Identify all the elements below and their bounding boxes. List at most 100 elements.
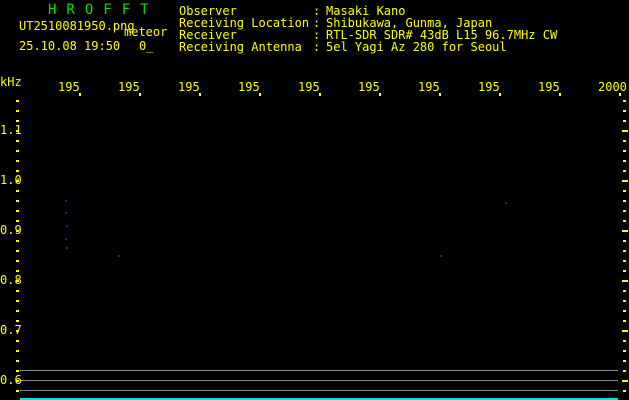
x-tick-label: 195 [538,80,560,94]
y-tick-left [16,270,19,272]
x-tick [199,93,201,96]
info-value: Shibukawa, Gunma, Japan [326,16,493,30]
y-tick-left [16,330,19,332]
signal-dot [505,202,507,204]
y-tick-left [16,110,19,112]
info-separator: : [313,28,321,42]
y-tick-right [623,200,626,202]
signal-dot [440,255,442,257]
info-separator: : [313,16,321,30]
baseline [20,398,618,400]
x-tick-label: 195 [58,80,80,94]
y-tick-left [16,180,19,182]
x-tick [79,93,81,96]
x-tick-label: 195 [238,80,260,94]
grid-line [20,380,618,381]
y-tick-left [16,170,19,172]
signal-dot [65,200,67,202]
x-tick [139,93,141,96]
y-tick-label: 1.0 [0,173,22,187]
y-tick-right [623,220,626,222]
y-tick-right [623,330,626,332]
y-tick-left [16,210,19,212]
y-tick-right [623,110,626,112]
file-name: UT2510081950.png [19,19,135,33]
y-tick-right [623,130,626,132]
x-tick [439,93,441,96]
y-tick-left [16,280,19,282]
signal-dot [66,225,68,227]
y-tick-left [16,120,19,122]
y-tick-left [16,240,19,242]
y-tick-left [16,320,19,322]
y-tick-right [623,210,626,212]
y-tick-label: 1.1 [0,123,22,137]
x-tick-label: 195 [298,80,320,94]
x-tick [259,93,261,96]
datetime: 25.10.08 19:50 [19,39,121,53]
signal-dot [65,212,67,214]
y-tick-right [623,280,626,282]
y-tick-label: 0.6 [0,373,22,387]
y-tick-right [623,150,626,152]
y-tick-left [16,340,19,342]
y-tick-right [623,250,626,252]
info-label: Receiving Location [179,16,310,30]
y-tick-right [623,380,626,382]
x-tick [499,93,501,96]
y-tick-left [16,310,19,312]
signal-dot [66,247,68,249]
y-tick-right [623,170,626,172]
x-tick-label: 195 [358,80,380,94]
y-tick-label: 0.9 [0,223,22,237]
y-tick-left [16,390,19,392]
x-tick-label: 195 [118,80,140,94]
y-tick-right [623,370,626,372]
y-tick-left [16,220,19,222]
y-tick-left [16,380,19,382]
info-separator: : [313,4,321,18]
y-tick-right [623,100,626,102]
y-tick-right [623,120,626,122]
y-tick-left [16,200,19,202]
y-tick-right [623,240,626,242]
y-unit: kHz [0,75,22,89]
y-tick-left [16,360,19,362]
y-tick-right [623,140,626,142]
y-tick-right [623,310,626,312]
x-tick [319,93,321,96]
app-title: HROFFT [48,2,159,18]
y-tick-right [623,340,626,342]
info-label: Receiver [179,28,237,42]
y-tick-right [623,360,626,362]
y-tick-left [16,160,19,162]
info-value: Masaki Kano [326,4,406,18]
x-tick-label: 195 [178,80,200,94]
y-tick-left [16,290,19,292]
info-separator: : [313,40,321,54]
y-tick-left [16,150,19,152]
y-tick-right [623,160,626,162]
x-tick [559,93,561,96]
signal-dot [118,255,120,257]
y-tick-right [623,260,626,262]
y-tick-left [16,190,19,192]
y-tick-left [16,100,19,102]
y-tick-right [623,390,626,392]
y-tick-left [16,140,19,142]
y-tick-left [16,300,19,302]
y-tick-left [16,250,19,252]
y-tick-right [623,180,626,182]
y-tick-right [623,270,626,272]
y-tick-label: 0.7 [0,323,22,337]
x-tick-label: 195 [478,80,500,94]
signal-dot [65,238,67,240]
y-tick-right [623,350,626,352]
y-tick-left [16,130,19,132]
y-tick-left [16,350,19,352]
y-tick-right [623,290,626,292]
grid-line [20,370,618,371]
y-tick-left [16,260,19,262]
x-tick [379,93,381,96]
